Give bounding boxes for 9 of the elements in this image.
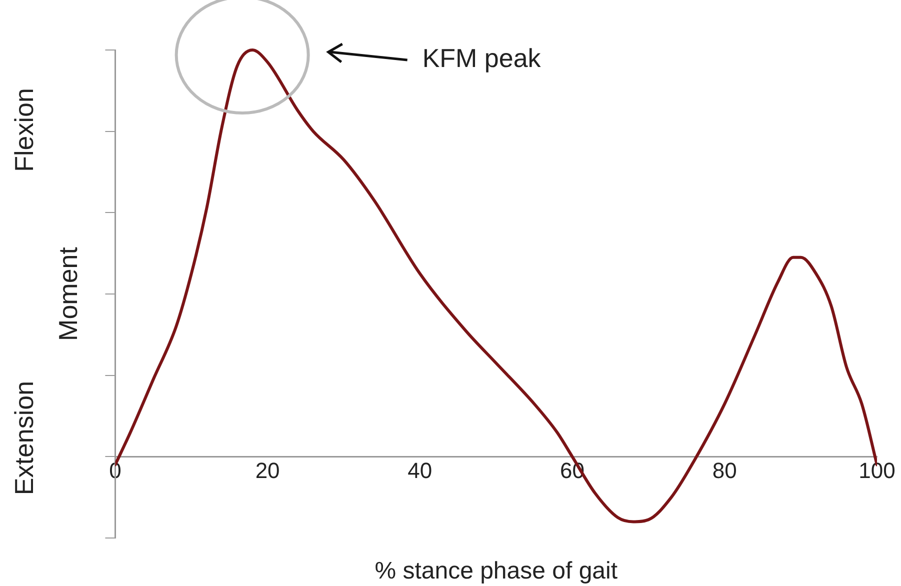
x-tick-label: 20 [255, 458, 280, 483]
annotation: KFM peak [422, 43, 542, 74]
x-tick-label: 40 [408, 458, 432, 483]
x-tick-label: 100 [858, 458, 896, 483]
text: Extension [9, 380, 40, 496]
x-axis-title: % stance phase of gait [374, 558, 618, 585]
text: Flexion [9, 88, 40, 172]
y-axis-title: Moment [52, 246, 83, 341]
x-tick-label: 80 [712, 458, 737, 483]
